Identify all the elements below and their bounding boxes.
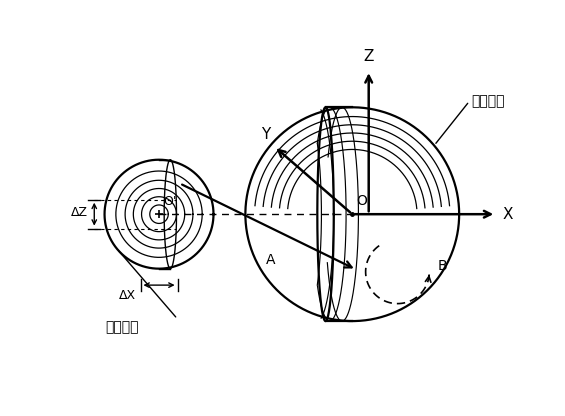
Text: B: B	[437, 259, 447, 272]
Text: O: O	[357, 194, 367, 208]
Text: Y: Y	[261, 127, 270, 142]
Text: Z: Z	[363, 49, 374, 64]
Text: A: A	[266, 253, 275, 267]
Text: O': O'	[163, 195, 176, 208]
Text: 金刘滚轮: 金刘滚轮	[106, 320, 139, 334]
Text: X: X	[502, 207, 513, 222]
Text: ΔX: ΔX	[119, 289, 136, 302]
Text: 蜗杆砂轮: 蜗杆砂轮	[472, 94, 505, 108]
Text: ΔZ: ΔZ	[71, 206, 88, 219]
